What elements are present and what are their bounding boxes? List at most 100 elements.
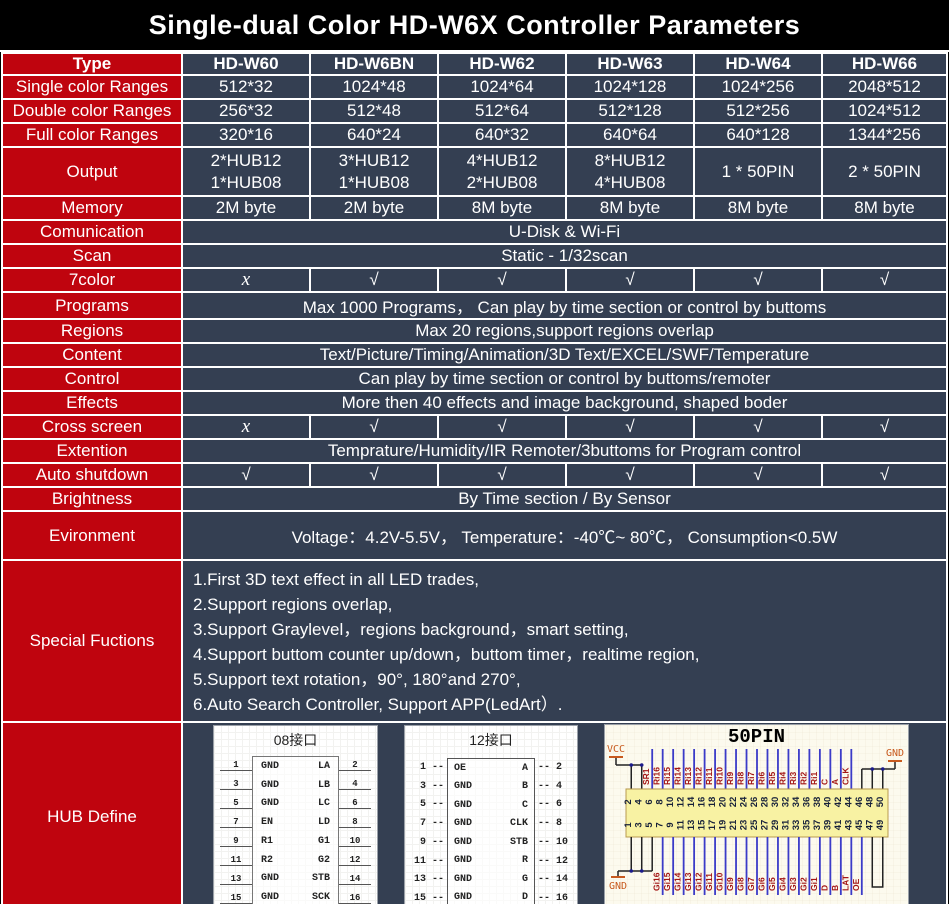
pin-label-right: SCK (311, 892, 330, 904)
pin-number: 22 (728, 797, 739, 808)
signal-label: Ri11 (704, 767, 714, 785)
param-cell: 2M byte (309, 195, 439, 221)
pin-number: 28 (759, 797, 770, 808)
row-label-output: Output (1, 146, 183, 197)
param-cell: 640*32 (437, 122, 567, 148)
cross-mark: x (241, 269, 251, 290)
param-span-cell: By Time section / By Sensor (181, 486, 948, 512)
pin-number: -- 4 (538, 780, 563, 792)
param-cell-line: 1024*128 (593, 77, 667, 96)
pin-line (220, 826, 252, 828)
table-row: Extention Temprature/Humidity/IR Remoter/… (1, 438, 948, 464)
pin-number: 14 (349, 873, 361, 884)
pin-number: 34 (791, 796, 802, 807)
hub08-pin-wire: 16 (339, 889, 371, 904)
pin-number: 5 (233, 797, 239, 808)
pin-number: 42 (833, 797, 844, 808)
signal-label: Gi13 (683, 872, 693, 891)
cross-mark-cell: x (181, 414, 311, 440)
gnd-net-top-right: GND (861, 748, 904, 789)
check-mark-cell: √ (821, 462, 948, 488)
check-mark: √ (753, 417, 763, 436)
signal-label: Ri14 (673, 767, 683, 785)
signal-label: C (819, 779, 829, 785)
pin-number: 19 (718, 820, 729, 831)
pin-number: 12 (676, 797, 687, 808)
pin-number: 46 (854, 797, 865, 808)
pin-number: 1 (623, 822, 634, 828)
pin-number: -- 14 (538, 874, 569, 886)
param-cell: 512*64 (437, 98, 567, 124)
gnd-label: GND (886, 748, 904, 759)
pin-number: 11 -- (413, 855, 444, 867)
pin-number-band (625, 788, 889, 838)
check-mark: √ (753, 270, 763, 289)
signal-label: Ri10 (715, 767, 725, 785)
pin-number: 4 (634, 799, 645, 805)
pin-label-left: GND (454, 873, 473, 885)
param-cell: 2*HUB12 1*HUB08 (181, 146, 311, 197)
hub12-chip-row: OE A (448, 759, 534, 778)
signal-label: Gi3 (788, 877, 798, 891)
hub08-right-wires: 2 4 6 8 10 12 14 16 (339, 756, 371, 904)
param-cell-line: 2M byte (215, 198, 277, 217)
parameters-table-body: Type HD-W60 HD-W6BN HD-W62 HD-W63 HD-W64 HD-W6… (1, 52, 948, 904)
pin-number: 43 (843, 820, 854, 831)
pin-line (220, 883, 252, 885)
signal-label: Gi8 (736, 877, 746, 891)
check-mark-cell: √ (437, 462, 567, 488)
pin-number: 31 (780, 819, 791, 830)
gnd-net-bottom-left: GND (609, 837, 653, 892)
pin-label-right: LB (317, 779, 330, 791)
check-mark: √ (497, 270, 507, 289)
parameters-table: Type HD-W60 HD-W6BN HD-W62 HD-W63 HD-W64 HD-W6… (1, 52, 948, 904)
signal-label: Ri12 (694, 767, 704, 785)
row-label-programs: Programs (1, 291, 183, 320)
param-cell: 3*HUB12 1*HUB08 (309, 146, 439, 197)
param-cell: 512*48 (309, 98, 439, 124)
signal-label: Ri9 (725, 772, 735, 786)
pin-number: 41 (833, 819, 844, 830)
check-mark: √ (879, 465, 890, 484)
hub08-pin-wire: 15 (220, 889, 252, 904)
param-span-cell: U-Disk & Wi-Fi (181, 219, 948, 245)
param-cell-line: 8*HUB12 (594, 150, 666, 170)
hub12-chip-row: GND STB (448, 833, 534, 852)
hub08-pin-wire: 5 (220, 794, 252, 813)
param-cell: 1344*256 (821, 122, 948, 148)
signal-label: Gi7 (746, 877, 756, 891)
pin-number: 11 (676, 819, 687, 830)
param-cell: 8*HUB12 4*HUB08 (565, 146, 695, 197)
param-cell-line: 8M byte (471, 198, 533, 217)
param-cell: 1024*256 (693, 74, 823, 100)
row-label-full-color-ranges: Full color Ranges (1, 122, 183, 148)
param-cell: 8M byte (565, 195, 695, 221)
pin-number: 1 (233, 759, 239, 770)
hub08-pin-area: 1 3 5 7 9 11 13 15 GND LA GND LB GND LC EN LD R1 G1 R2 G2 GN… (220, 756, 371, 904)
hub12-chip-row: GND G (448, 870, 534, 889)
hub12-chip-row: GND R (448, 852, 534, 871)
signal-label: Gi5 (767, 877, 777, 891)
pin-number: 3 -- (419, 780, 444, 792)
hub08-diagram: 08接口 1 3 5 7 9 11 13 15 GND LA GND LB GND LC EN LD R1 G1 R2… (213, 725, 378, 904)
param-span-cell: Text/Picture/Timing/Animation/3D Text/EX… (181, 342, 948, 368)
pin-label-left: GND (454, 818, 473, 830)
param-span-cell: Temprature/Humidity/IR Remoter/3buttoms … (181, 438, 948, 464)
param-span-cell: Can play by time section or control by b… (181, 366, 948, 392)
row-label-content: Content (1, 342, 183, 368)
hub-define-cell: 08接口 1 3 5 7 9 11 13 15 GND LA GND LB GND LC EN LD R1 G1 R2… (181, 721, 948, 904)
pin-number: 7 (233, 816, 239, 827)
hub12-right-numbers: -- 2 -- 4 -- 6 -- 8 -- 10 -- 12 -- 14 -- 16 (535, 758, 571, 904)
param-cell: 640*64 (565, 122, 695, 148)
signal-label: Ri3 (788, 772, 798, 786)
pin-label-right: STB (509, 836, 528, 848)
row-label-comunication: Comunication (1, 219, 183, 245)
junction-dot (639, 869, 644, 873)
check-mark-cell: √ (181, 462, 311, 488)
pin-number: 9 (665, 822, 676, 827)
hub08-pin-wire: 8 (339, 813, 371, 832)
param-cell-line: 2M byte (343, 198, 405, 217)
pin-number: 49 (875, 820, 886, 831)
table-row: Single color Ranges 512*32 1024*48 1024*64 1… (1, 74, 948, 100)
pin-number: 6 (352, 797, 358, 808)
